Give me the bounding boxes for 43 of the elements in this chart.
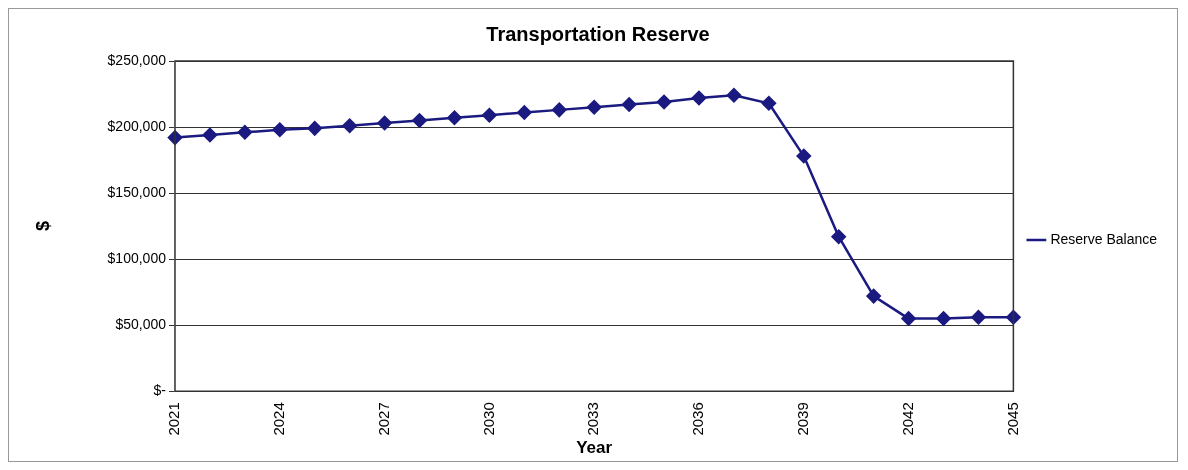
point — [621, 97, 637, 112]
point — [796, 148, 812, 164]
legend-label: Reserve Balance — [1050, 230, 1158, 247]
y-tick-label: $100,000 — [107, 250, 167, 266]
point — [1006, 310, 1021, 325]
point — [726, 88, 742, 103]
x-tick-label: 2045 — [1003, 402, 1021, 436]
x-tick-label: 2036 — [689, 402, 707, 436]
point — [552, 102, 567, 118]
point — [901, 311, 916, 326]
y-tick-label: $150,000 — [107, 183, 167, 200]
point — [202, 127, 218, 143]
y-axis-title: $ — [32, 221, 53, 232]
x-tick-label: 2024 — [269, 402, 287, 436]
point — [342, 118, 357, 133]
y-tick-label: $- — [153, 382, 167, 399]
x-axis-title: Year — [576, 438, 613, 458]
point — [586, 99, 602, 115]
point — [936, 311, 951, 326]
point — [831, 229, 846, 244]
point — [412, 113, 427, 128]
point — [482, 107, 497, 123]
point — [307, 121, 322, 136]
y-tick-label: $250,000 — [107, 51, 167, 68]
point — [656, 94, 672, 110]
y-tick-label: $200,000 — [107, 117, 167, 134]
point — [691, 90, 707, 106]
point — [272, 122, 288, 137]
chart-title: Transportation Reserve — [486, 22, 710, 45]
point — [517, 105, 532, 120]
point — [377, 115, 392, 131]
point — [237, 125, 253, 140]
y-tick-label: $50,000 — [115, 316, 167, 333]
point — [761, 96, 777, 111]
point — [971, 310, 986, 325]
x-tick-label: 2030 — [479, 402, 497, 436]
x-tick-label: 2042 — [898, 402, 916, 436]
point — [447, 110, 462, 126]
x-tick-label: 2033 — [584, 402, 602, 436]
x-tick-label: 2021 — [165, 402, 183, 436]
x-tick-label: 2039 — [793, 402, 811, 436]
point — [866, 288, 881, 304]
x-tick-label: 2027 — [374, 402, 392, 436]
